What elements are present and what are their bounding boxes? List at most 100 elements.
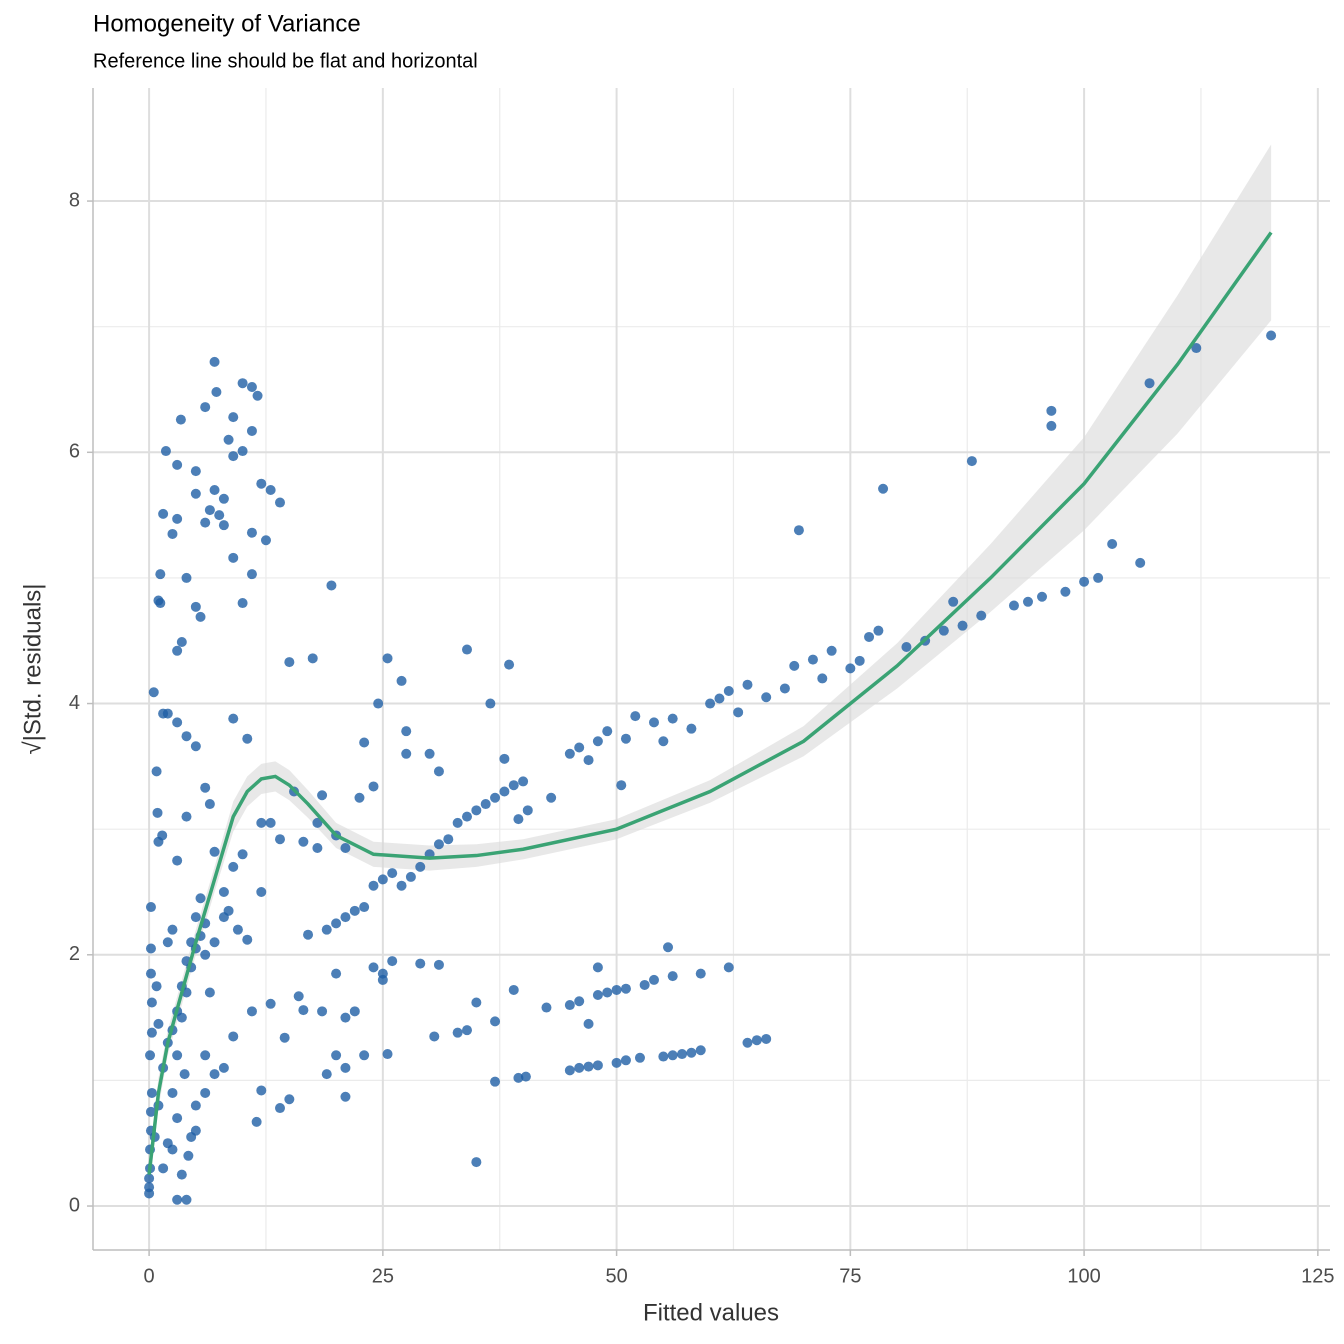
- point: [200, 949, 211, 960]
- point: [145, 1050, 156, 1061]
- confidence-band: [149, 144, 1272, 1191]
- point: [172, 1050, 183, 1061]
- point: [976, 610, 987, 621]
- point: [574, 996, 585, 1007]
- point: [200, 517, 211, 528]
- point: [242, 934, 253, 945]
- point: [401, 748, 412, 759]
- point: [252, 390, 263, 401]
- point: [176, 636, 187, 647]
- point: [195, 893, 206, 904]
- point: [938, 625, 949, 636]
- point: [592, 1060, 603, 1071]
- point: [146, 997, 157, 1008]
- point: [209, 846, 220, 857]
- point: [499, 786, 510, 797]
- point: [966, 456, 977, 467]
- point: [658, 736, 669, 747]
- point: [443, 834, 454, 845]
- point: [901, 642, 912, 653]
- point: [340, 1091, 351, 1102]
- point: [667, 971, 678, 982]
- point: [382, 1049, 393, 1060]
- point: [620, 983, 631, 994]
- point: [574, 742, 585, 753]
- point: [200, 1050, 211, 1061]
- point: [957, 620, 968, 631]
- point: [146, 1087, 157, 1098]
- point: [541, 1002, 552, 1013]
- point: [321, 924, 332, 935]
- point: [317, 790, 328, 801]
- point: [265, 484, 276, 495]
- point: [490, 1016, 501, 1027]
- point: [331, 1050, 342, 1061]
- point: [508, 780, 519, 791]
- point: [256, 817, 267, 828]
- point: [490, 792, 501, 803]
- point: [340, 843, 351, 854]
- point: [237, 378, 248, 389]
- point: [695, 968, 706, 979]
- point: [616, 780, 627, 791]
- point: [648, 974, 659, 985]
- point: [246, 381, 257, 392]
- point: [246, 1006, 257, 1017]
- point: [228, 1031, 239, 1042]
- point: [172, 513, 183, 524]
- point: [878, 483, 889, 494]
- point: [298, 836, 309, 847]
- point: [190, 601, 201, 612]
- point: [200, 1087, 211, 1098]
- point: [190, 1100, 201, 1111]
- point: [513, 814, 524, 825]
- point: [218, 1062, 229, 1073]
- point: [583, 755, 594, 766]
- x-tick-label: 0: [144, 1265, 155, 1287]
- point: [284, 657, 295, 668]
- point: [396, 675, 407, 686]
- point: [148, 687, 159, 698]
- x-tick-label: 125: [1301, 1265, 1334, 1287]
- point: [583, 1018, 594, 1029]
- point: [602, 987, 613, 998]
- point: [274, 834, 285, 845]
- point: [218, 493, 229, 504]
- point: [826, 645, 837, 656]
- point: [200, 782, 211, 793]
- point: [190, 741, 201, 752]
- point: [620, 1055, 631, 1066]
- point: [209, 1069, 220, 1080]
- point: [228, 861, 239, 872]
- point: [602, 726, 613, 737]
- point: [779, 683, 790, 694]
- point: [144, 1182, 155, 1193]
- point: [817, 673, 828, 684]
- point: [256, 1085, 267, 1096]
- point: [592, 736, 603, 747]
- y-tick-label: 2: [69, 943, 80, 965]
- chart-title: Homogeneity of Variance: [93, 10, 361, 37]
- point: [307, 653, 318, 664]
- point: [279, 1032, 290, 1043]
- point: [611, 984, 622, 995]
- point: [1079, 576, 1090, 587]
- point: [522, 805, 533, 816]
- point: [564, 1000, 575, 1011]
- point: [1191, 343, 1202, 354]
- point: [405, 871, 416, 882]
- point: [574, 1062, 585, 1073]
- point: [195, 611, 206, 622]
- point: [303, 929, 314, 940]
- point: [321, 1069, 332, 1080]
- point: [630, 711, 641, 722]
- y-tick-label: 4: [69, 692, 80, 714]
- point: [145, 968, 156, 979]
- point: [251, 1116, 262, 1127]
- point: [634, 1052, 645, 1063]
- point: [667, 1050, 678, 1061]
- point: [1022, 596, 1033, 607]
- point: [761, 1033, 772, 1044]
- point: [209, 484, 220, 495]
- point: [293, 991, 304, 1002]
